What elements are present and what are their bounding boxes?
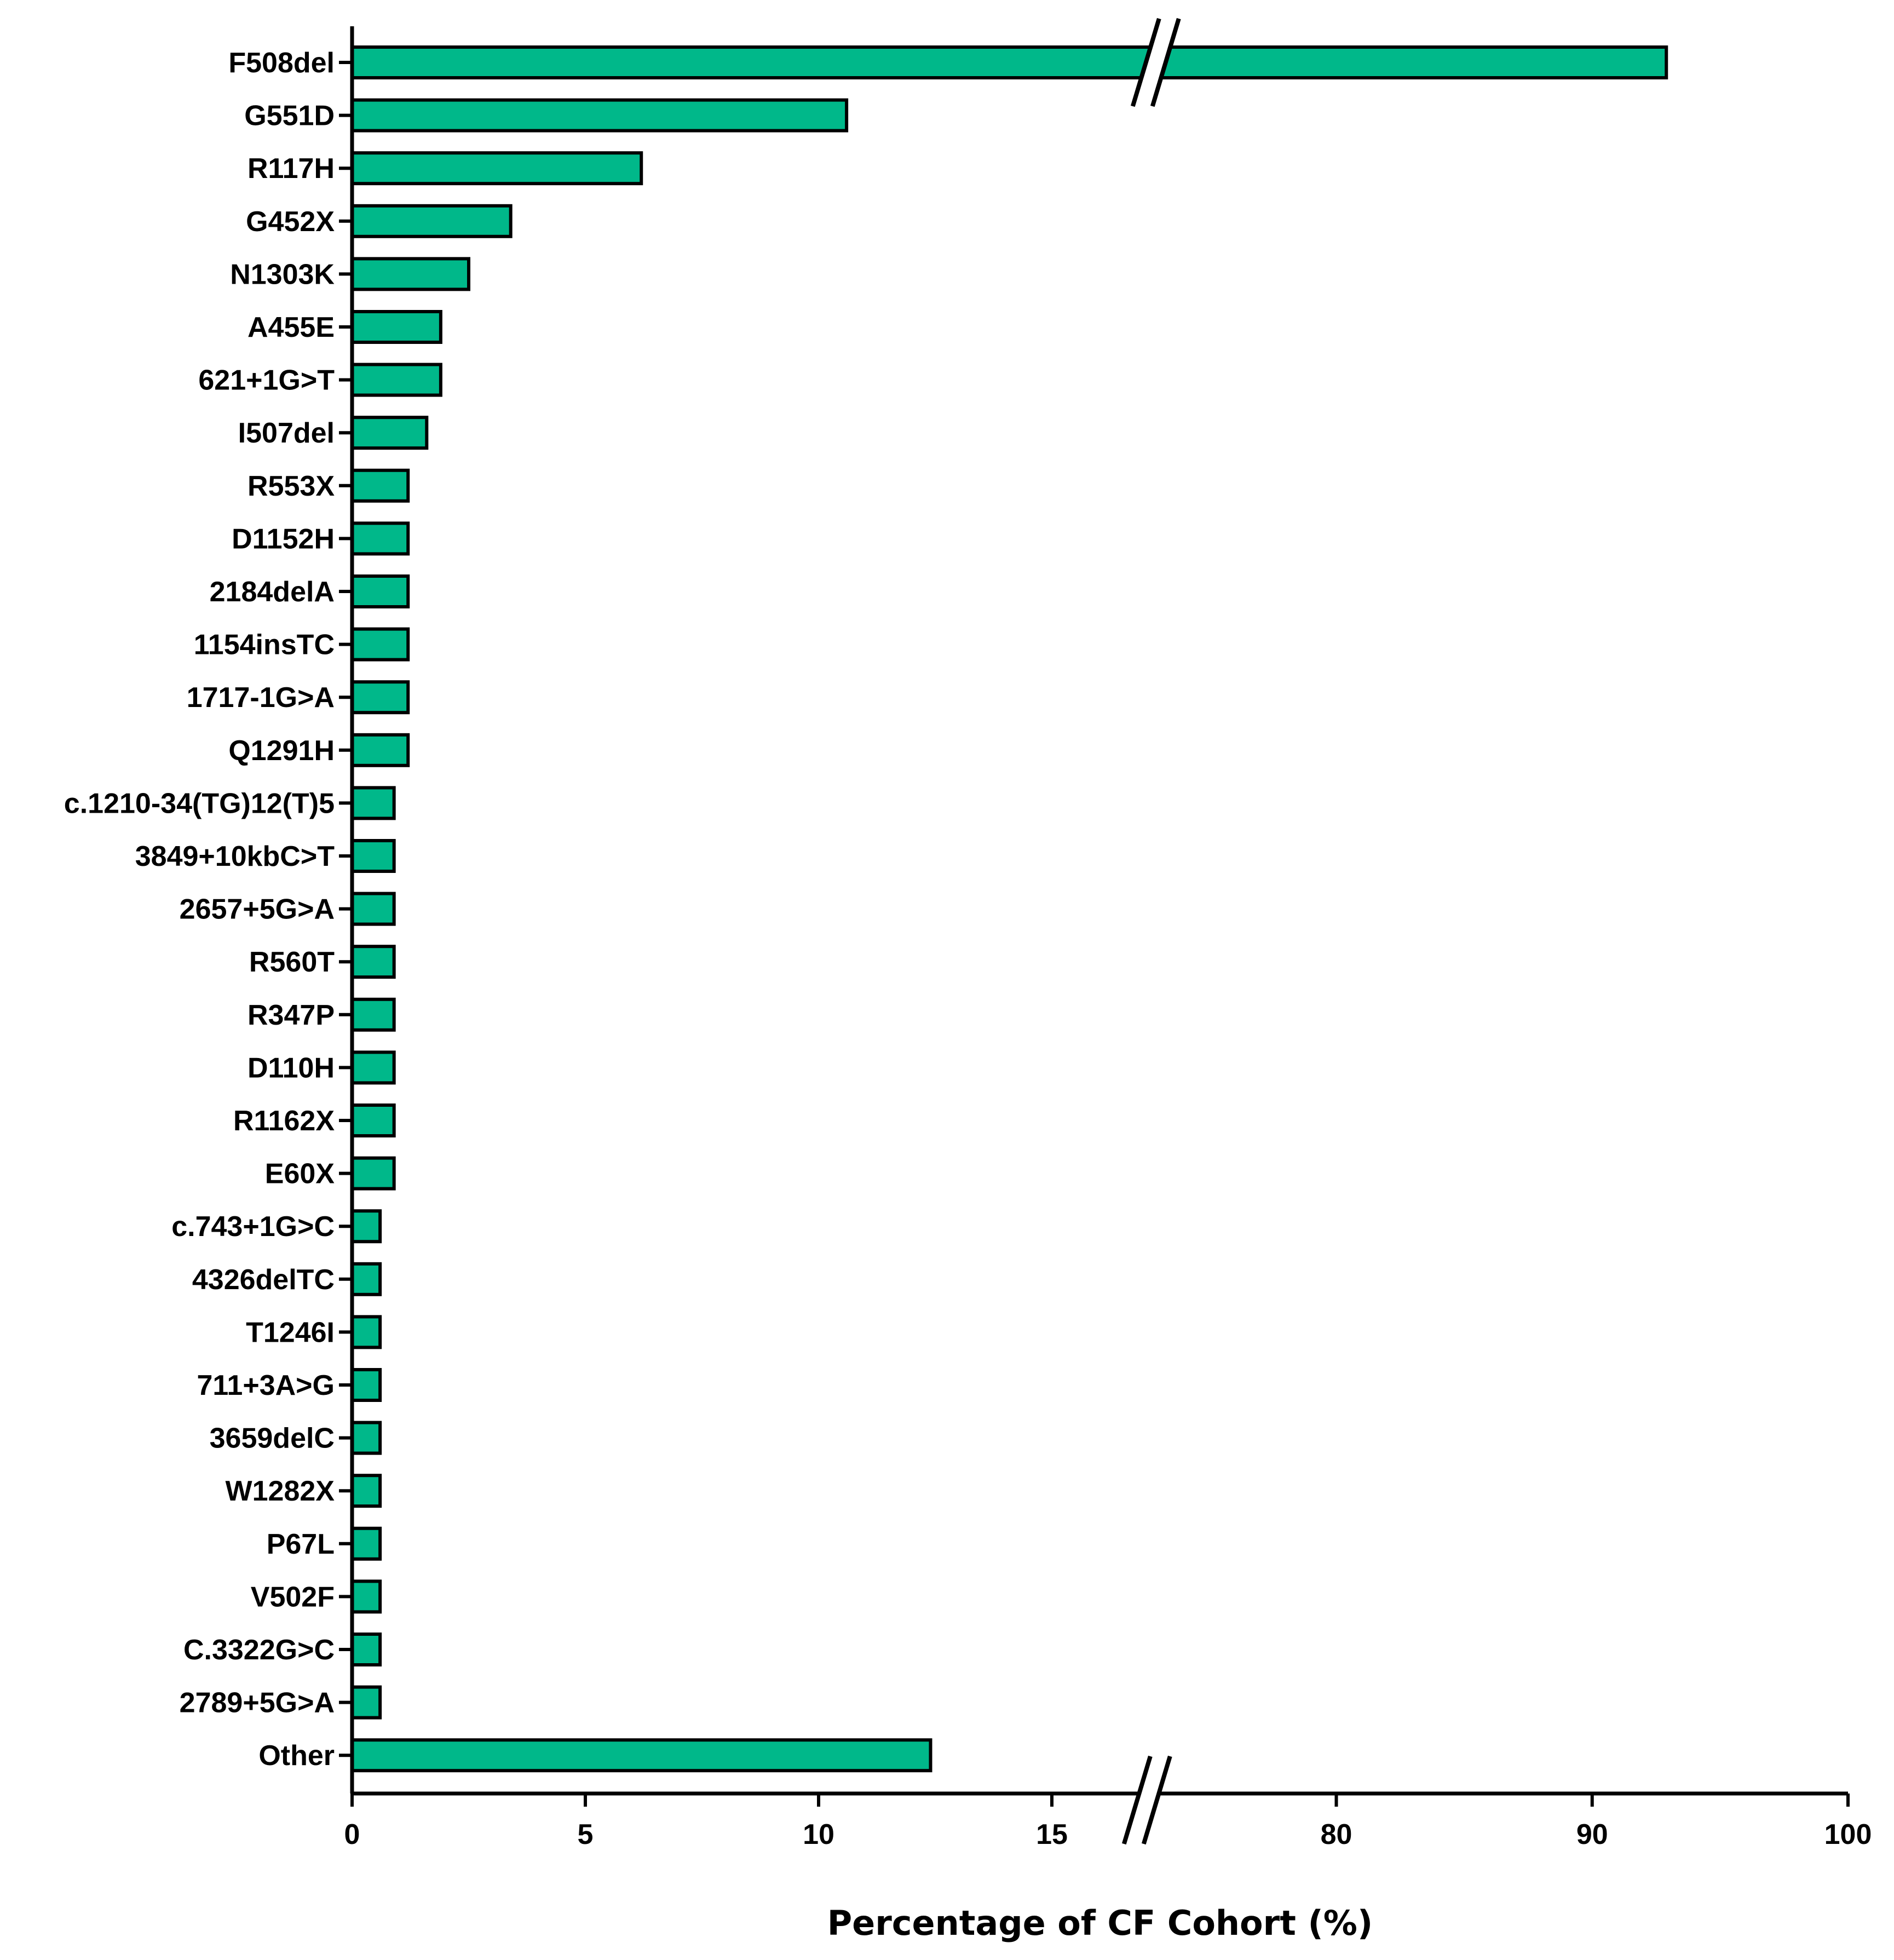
bar-27 (350, 1474, 382, 1508)
bar-16 (350, 892, 396, 926)
category-label-5: A455E (247, 312, 335, 343)
category-label-15: 3849+10kbC>T (135, 841, 335, 872)
category-label-21: E60X (265, 1158, 335, 1190)
category-label-10: 2184delA (210, 576, 335, 608)
category-label-22: c.743+1G>C (171, 1211, 335, 1243)
bar-1 (350, 98, 849, 133)
category-label-11: 1154insTC (194, 629, 335, 661)
bar-14 (350, 786, 396, 820)
bar-break-0-gap (1132, 19, 1179, 106)
category-label-32: Other (258, 1740, 335, 1772)
bar-10 (350, 574, 410, 608)
bar-8 (350, 468, 410, 503)
x-tick-label-6: 100 (1824, 1819, 1872, 1850)
x-tick-label-1: 5 (578, 1819, 594, 1850)
bar-31 (350, 1685, 382, 1720)
bar-29 (350, 1579, 382, 1614)
bar-19 (350, 1050, 396, 1085)
labels-layer: F508del G551D R117H G452X N1303K A455E 621+1G>… (64, 47, 1872, 1850)
bar-9 (350, 521, 410, 556)
x-axis-break-right (1141, 1755, 1172, 1845)
category-label-17: R560T (249, 946, 335, 978)
category-label-13: Q1291H (228, 735, 335, 767)
bar-2 (350, 151, 643, 186)
axes-layer (339, 18, 1850, 1845)
bar-break-0-right (1150, 18, 1181, 107)
category-label-24: T1246I (246, 1317, 335, 1348)
bar-13 (350, 733, 410, 767)
bar-24 (350, 1315, 382, 1349)
bar-12 (350, 680, 410, 715)
bar-22 (350, 1209, 382, 1244)
category-label-9: D1152H (232, 523, 335, 555)
category-label-7: I507del (238, 417, 335, 449)
x-tick-label-5: 90 (1576, 1819, 1608, 1850)
bar-17 (350, 945, 396, 979)
category-label-0: F508del (228, 47, 335, 79)
category-label-2: R117H (247, 153, 335, 185)
x-axis-title: Percentage of CF Cohort (%) (827, 1903, 1373, 1943)
category-label-29: V502F (251, 1581, 335, 1613)
category-label-27: W1282X (226, 1475, 335, 1507)
x-tick-label-3: 15 (1036, 1819, 1068, 1850)
category-label-12: 1717-1G>A (187, 682, 335, 714)
category-label-18: R347P (247, 999, 335, 1031)
bar-20 (350, 1103, 396, 1137)
bar-28 (350, 1526, 382, 1561)
category-label-30: C.3322G>C (183, 1634, 335, 1666)
bars-layer (350, 45, 1668, 1773)
bar-3 (350, 204, 513, 238)
x-tick-label-4: 80 (1321, 1819, 1352, 1850)
category-label-14: c.1210-34(TG)12(T)5 (64, 788, 335, 819)
category-label-28: P67L (267, 1528, 335, 1560)
category-label-6: 621+1G>T (198, 365, 335, 396)
x-tick-label-2: 10 (803, 1819, 834, 1850)
bar-break-0-left (1130, 18, 1161, 107)
category-label-4: N1303K (230, 258, 335, 290)
bar-11 (350, 627, 410, 662)
bar-6 (350, 363, 442, 397)
x-axis-break-gap (1124, 1756, 1170, 1844)
bar-30 (350, 1633, 382, 1666)
bar-32 (350, 1738, 932, 1773)
category-label-23: 4326delTC (192, 1264, 335, 1296)
bar-15 (350, 839, 396, 873)
category-label-25: 711+3A>G (197, 1370, 335, 1401)
category-label-26: 3659delC (210, 1423, 335, 1455)
bar-4 (350, 257, 470, 291)
bar-23 (350, 1262, 382, 1296)
bar-26 (350, 1421, 382, 1455)
bar-21 (350, 1156, 396, 1191)
bar-7 (350, 416, 429, 450)
bar-0 (350, 45, 1668, 79)
category-label-1: G551D (244, 100, 335, 132)
bar-18 (350, 997, 396, 1032)
category-label-16: 2657+5G>A (180, 894, 335, 926)
category-label-31: 2789+5G>A (180, 1687, 335, 1719)
category-label-20: R1162X (233, 1105, 335, 1137)
category-label-19: D110H (247, 1052, 335, 1084)
category-label-8: R553X (247, 470, 335, 502)
x-axis-break-left (1121, 1755, 1153, 1845)
bar-25 (350, 1368, 382, 1402)
category-label-3: G452X (246, 206, 335, 238)
bar-5 (350, 310, 442, 344)
x-tick-label-0: 0 (344, 1819, 360, 1850)
